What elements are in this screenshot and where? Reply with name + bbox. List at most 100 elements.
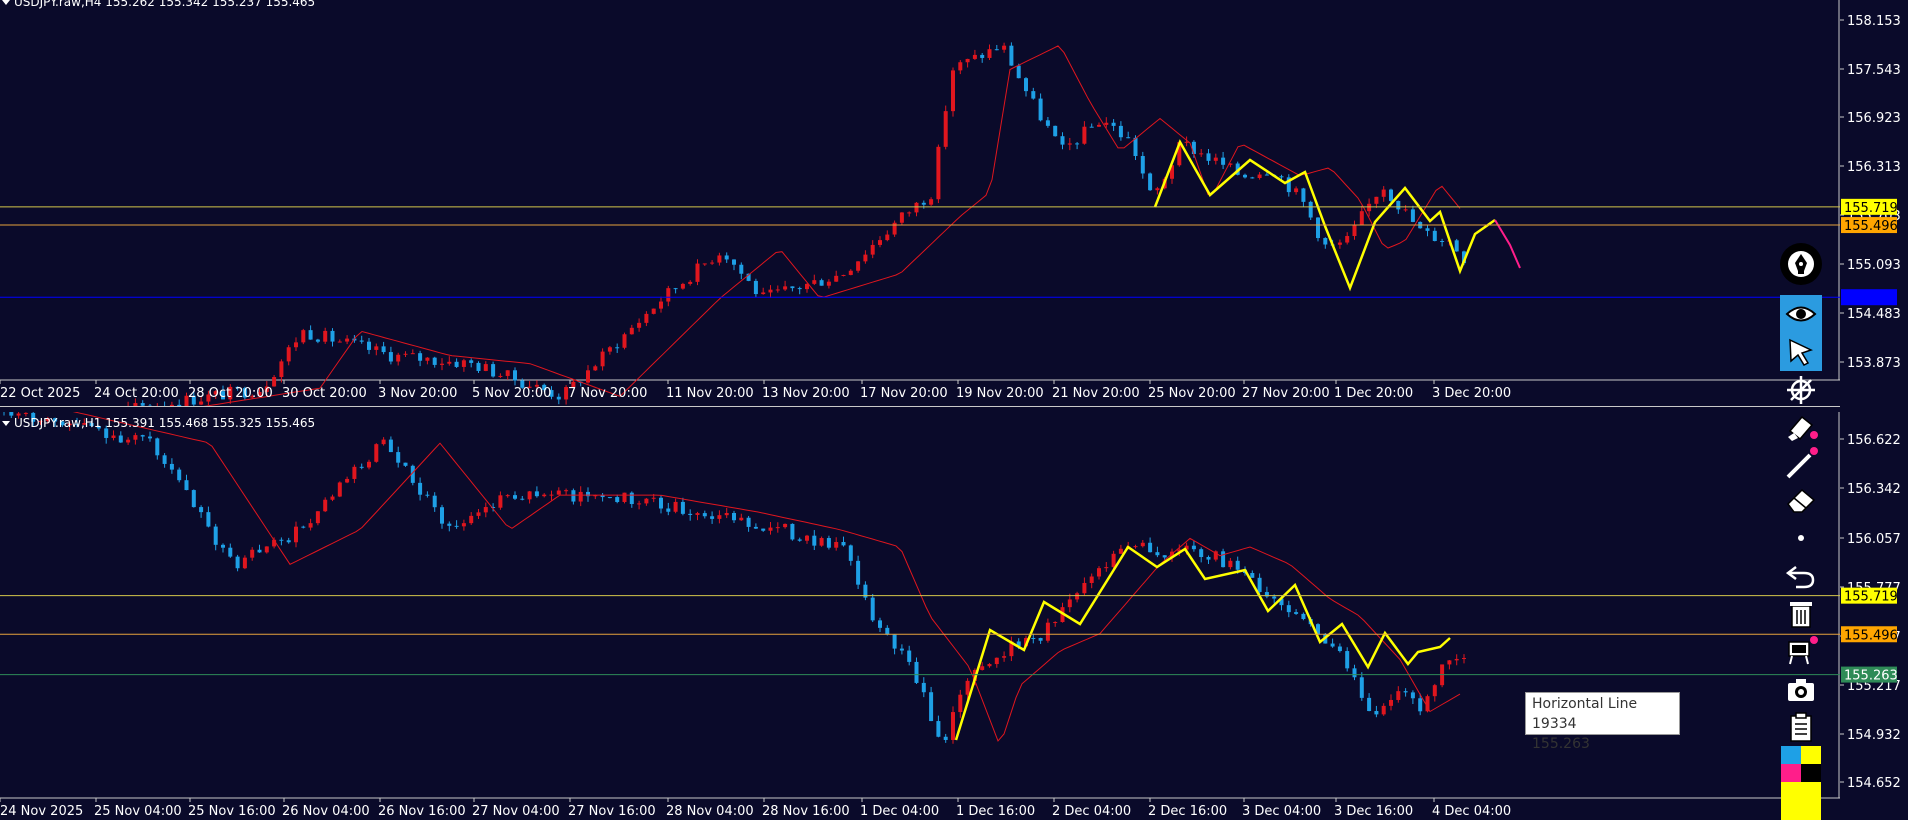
candle-body <box>1111 122 1116 126</box>
candle-body <box>104 428 109 438</box>
candle-body <box>790 523 795 540</box>
candle-body <box>542 384 547 391</box>
h4-chart-canvas[interactable]: 22 Oct 2025 24 Oct 20:00 28 Oct 20:00 30 Oc… <box>0 0 1840 408</box>
price-label-box <box>1841 217 1897 234</box>
color-palette-button[interactable] <box>1780 746 1822 820</box>
price-label-text: 155.496 <box>1844 628 1898 643</box>
cursor-button[interactable] <box>1780 333 1822 371</box>
candle-body <box>994 49 999 51</box>
candle-body <box>1257 174 1262 178</box>
candle-body <box>1432 685 1437 697</box>
candle-body <box>841 542 846 546</box>
candle-body <box>659 301 663 309</box>
candle-body <box>89 422 94 427</box>
candle-body <box>1389 189 1393 201</box>
candle-body <box>1396 691 1401 700</box>
candle-body <box>1111 553 1116 568</box>
horizontal-line-tooltip: Horizontal Line 19334 155.263 <box>1525 692 1680 752</box>
candle-body <box>629 492 634 505</box>
y-tick-label: 156.342 <box>1847 482 1901 497</box>
candle-body <box>1016 641 1021 647</box>
candle-body <box>272 377 277 387</box>
candle-body <box>870 597 875 621</box>
zigzag-line[interactable] <box>954 545 1451 741</box>
h1-chart-pane[interactable]: 24 Nov 2025 25 Nov 04:00 25 Nov 16:00 26 No… <box>0 412 1840 820</box>
candle-body <box>666 288 671 302</box>
price-axis[interactable]: 158.153157.543156.923156.313155.703155.0… <box>1840 0 1908 820</box>
candle-body <box>1206 153 1211 161</box>
undo-button[interactable] <box>1780 557 1822 595</box>
x-tick-label: 1 Dec 16:00 <box>956 804 1035 819</box>
collapse-triangle-icon[interactable] <box>2 421 10 426</box>
zigzag-line[interactable] <box>1153 139 1496 292</box>
x-tick-label: 28 Oct 20:00 <box>188 386 273 401</box>
candle-body <box>710 262 715 264</box>
line-tool-button[interactable] <box>1780 445 1822 483</box>
candle-body <box>1418 698 1423 712</box>
candle-body <box>1199 549 1204 558</box>
camera-icon <box>1788 679 1814 701</box>
candle-body <box>768 527 773 531</box>
candle-body <box>644 313 649 323</box>
collapse-triangle-icon[interactable] <box>2 0 10 5</box>
eye-button[interactable] <box>1780 295 1822 333</box>
projection-line[interactable] <box>1494 219 1521 269</box>
candle-body <box>1089 126 1094 128</box>
x-tick-label: 24 Nov 2025 <box>0 804 83 819</box>
candle-body <box>242 557 247 569</box>
h4-chart-pane[interactable]: 22 Oct 2025 24 Oct 20:00 28 Oct 20:00 30 Oc… <box>0 0 1840 408</box>
candle-body <box>746 273 751 281</box>
candle-body <box>1118 125 1123 138</box>
y-tick-label: 154.932 <box>1847 728 1901 743</box>
crosshair-button[interactable] <box>1780 371 1822 409</box>
eraser-button[interactable] <box>1780 480 1822 518</box>
candle-body <box>805 283 809 290</box>
cursor-icon <box>1789 338 1814 366</box>
x-tick-label: 26 Nov 16:00 <box>378 804 466 819</box>
candle-body <box>111 435 116 438</box>
candle-body <box>1403 209 1408 211</box>
stamp-button[interactable] <box>1780 632 1822 670</box>
candle-body <box>1104 122 1109 125</box>
candle-body <box>1184 545 1189 550</box>
candle-body <box>951 712 955 740</box>
clipboard-button[interactable] <box>1780 708 1822 746</box>
candle-body <box>359 340 364 342</box>
candle-body <box>96 426 101 429</box>
candle-body <box>834 542 839 548</box>
candle-body <box>184 395 189 408</box>
candle-body <box>659 497 663 509</box>
candle-body <box>1155 552 1160 556</box>
candle-body <box>542 494 547 497</box>
candle-body <box>768 289 773 293</box>
camera-button[interactable] <box>1780 671 1822 709</box>
candle-body <box>396 452 401 463</box>
candle-body <box>454 525 459 527</box>
candle-body <box>564 490 569 492</box>
candle-body <box>1462 657 1466 659</box>
pen-tool-button[interactable] <box>1780 243 1822 285</box>
highlighter-button[interactable] <box>1780 408 1822 446</box>
candle-body <box>593 495 598 497</box>
h1-chart-canvas[interactable]: 24 Nov 2025 25 Nov 04:00 25 Nov 16:00 26 No… <box>0 412 1840 820</box>
candle-body <box>622 334 627 348</box>
candle-body <box>279 361 284 378</box>
candle-body <box>1089 576 1094 583</box>
candle-body <box>1133 546 1138 548</box>
candle-body <box>732 259 736 265</box>
trash-button[interactable] <box>1780 595 1822 633</box>
candle-body <box>374 444 379 462</box>
candle-body <box>199 401 204 405</box>
h4-header-text: USDJPY.raw,H4 155.262 155.342 155.237 15… <box>14 0 316 9</box>
candle-body <box>688 281 693 284</box>
candle-body <box>301 526 306 528</box>
candle-body <box>702 513 707 517</box>
candle-body <box>549 494 554 496</box>
candle-body <box>637 322 642 328</box>
candle-body <box>1308 201 1313 218</box>
candles <box>118 42 1466 408</box>
candle-body <box>549 390 554 397</box>
dot-button[interactable] <box>1780 519 1822 557</box>
candle-body <box>761 292 766 295</box>
x-tick-label: 4 Dec 04:00 <box>1432 804 1511 819</box>
